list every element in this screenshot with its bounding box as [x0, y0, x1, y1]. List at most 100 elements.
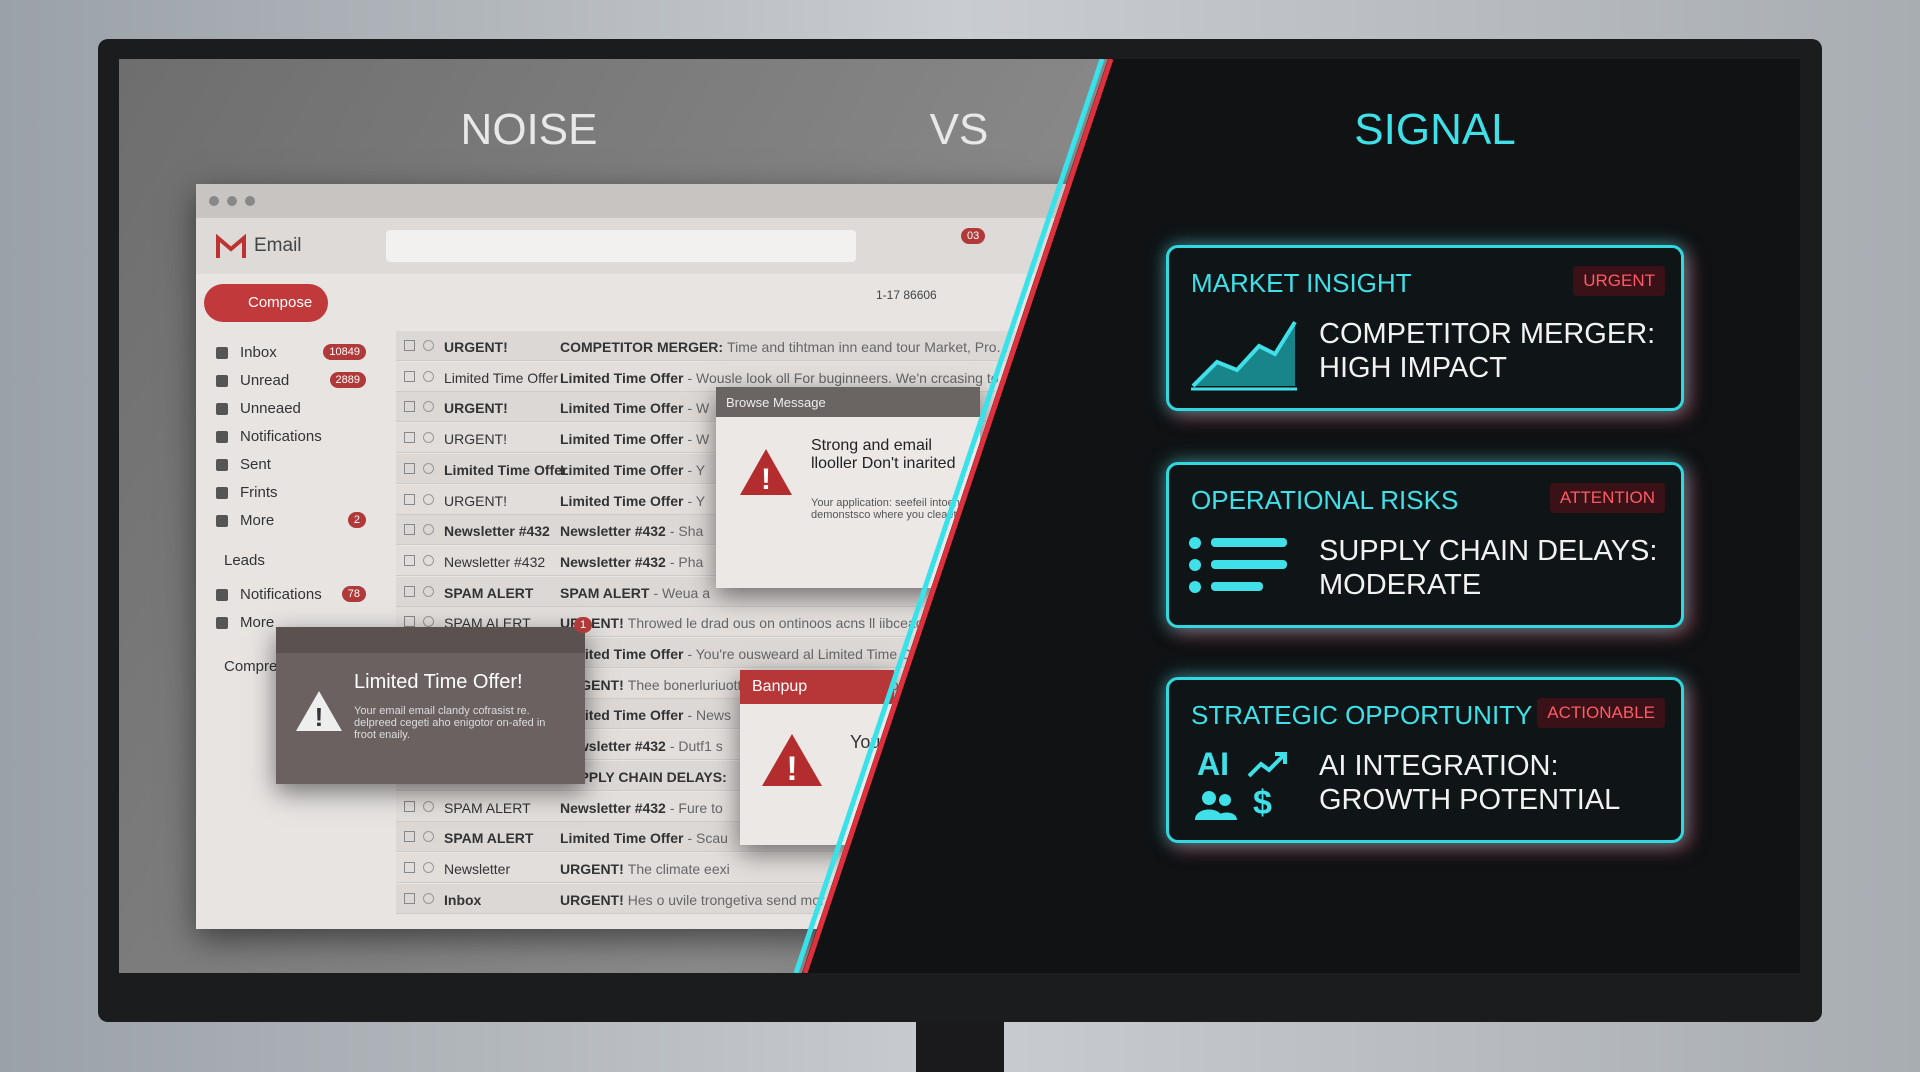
- noise-heading: NOISE: [460, 105, 598, 154]
- window-dots: [209, 196, 255, 206]
- warning-icon: !: [740, 449, 792, 496]
- sidebar-icon: [216, 617, 228, 629]
- star: [423, 554, 434, 566]
- email-subject: Limited Time Offer - News: [560, 707, 731, 723]
- chart-icon: [1191, 320, 1297, 391]
- leads-heading: Leads: [224, 552, 265, 569]
- subject: Limited Time Offer: [560, 707, 684, 724]
- monitor-stand: [916, 1022, 1004, 1072]
- sidebar-icon: [216, 347, 228, 359]
- checkbox: [404, 432, 415, 444]
- card-title: STRATEGIC OPPORTUNITY: [1191, 700, 1533, 730]
- email-row[interactable]: URGENT! COMPETITOR MERGER: Time and tihtma…: [396, 331, 1108, 361]
- divider: [793, 59, 1114, 973]
- email-subject: Limited Time Offer - Scau: [560, 830, 728, 846]
- sidebar-label: Unread: [240, 372, 290, 389]
- snippet: The climate eexi: [627, 860, 730, 877]
- snippet: - Weua a: [653, 584, 710, 601]
- sidebar-item[interactable]: Inbox 10849: [196, 339, 386, 367]
- sidebar-item[interactable]: Frints: [196, 479, 386, 507]
- popup-body: Your email email clandy cofrasist re. de…: [354, 705, 546, 741]
- email-sender: Newsletter: [444, 860, 511, 877]
- email-subject: Limited Time Offer - Y: [560, 493, 705, 509]
- subject: Newsletter #432: [560, 523, 666, 540]
- snippet: Time and tihtman inn eand tour Market, P…: [727, 339, 1009, 355]
- checkbox: [404, 493, 415, 505]
- offer-popup: 1 ! Limited Time Offer! Your email email…: [276, 617, 593, 784]
- trend-icon: [1247, 752, 1287, 778]
- email-sender: SPAM ALERT: [444, 799, 531, 816]
- subject: COMPETITOR MERGER:: [560, 339, 724, 355]
- checkbox: [404, 524, 415, 536]
- star: [423, 462, 434, 474]
- screen: NOISE VS Email 03 Compose 1-17 86606 Lea…: [119, 59, 1800, 973]
- email-sender: Limited Time Offer: [444, 461, 568, 478]
- checkbox: [404, 401, 415, 413]
- checkbox: [404, 370, 415, 382]
- signal-heading: SIGNAL: [1354, 105, 1516, 154]
- compose-button[interactable]: Compose: [204, 284, 328, 322]
- subject: Limited Time Offer: [560, 646, 684, 662]
- sidebar-label: More: [240, 512, 275, 529]
- popup-bar: [276, 627, 585, 653]
- subject: Limited Time Offer: [560, 431, 684, 448]
- star: [423, 340, 434, 351]
- popup-title: Browse Message: [716, 387, 980, 417]
- snippet: - Wousle look oll For buginneers. We'n c…: [687, 369, 1011, 386]
- vs-heading: VS: [929, 105, 989, 154]
- star: [423, 401, 434, 413]
- snippet: - Sha: [669, 523, 704, 540]
- people-icon: [1195, 791, 1237, 820]
- sidebar-item[interactable]: Unread 2889: [196, 367, 386, 395]
- logo: [216, 234, 246, 258]
- list-icon: [1189, 537, 1287, 593]
- email-sender: Limited Time Offer: [444, 369, 559, 386]
- sidebar-count: 10849: [323, 344, 366, 360]
- email-sender: URGENT!: [444, 431, 507, 448]
- checkbox: [404, 462, 415, 474]
- snippet: - W: [687, 400, 710, 417]
- pagination: 1-17 86606: [876, 288, 937, 302]
- sidebar-item[interactable]: More: [196, 609, 386, 637]
- sidebar-item[interactable]: More 2: [196, 507, 386, 535]
- snippet: - News: [687, 707, 731, 724]
- sidebar-item[interactable]: Notifications 78: [196, 581, 386, 609]
- warning-icon: !: [762, 734, 822, 788]
- sidebar-icon: [216, 589, 228, 601]
- email-subject: Limited Time Offer - You're ousweard al L…: [560, 646, 932, 662]
- email-subject: Limited Time Offer - W: [560, 400, 709, 416]
- star: [423, 616, 434, 628]
- email-header: Email 03: [196, 218, 1108, 274]
- subject: Limited Time Offer: [560, 830, 684, 847]
- search-box[interactable]: [386, 230, 856, 262]
- email-row[interactable]: Limited Time Offer Limited Time Offer - Wo…: [396, 361, 1108, 392]
- app-name: Email: [254, 235, 302, 256]
- sidebar-icon: [216, 487, 228, 499]
- card-line: GROWTH POTENTIAL: [1319, 784, 1621, 816]
- checkbox: [404, 892, 415, 904]
- email-subject: Newsletter #432- Sha: [560, 523, 703, 539]
- card-line: HIGH IMPACT: [1319, 352, 1507, 384]
- email-subject: Limited Time Offer - Wousle look oll For …: [560, 370, 1010, 386]
- checkbox: [404, 831, 415, 843]
- email-subject: SPAM ALERT - Weua a: [560, 585, 710, 601]
- email-sender: Newsletter #432: [444, 553, 546, 570]
- star: [423, 493, 434, 505]
- sidebar-icon: [216, 431, 228, 443]
- sidebar-label: Notifications: [240, 586, 322, 603]
- star: [423, 370, 434, 382]
- sidebar-item[interactable]: Sent: [196, 451, 386, 479]
- opportunity-card: STRATEGIC OPPORTUNITY ACTIONABLE AI $ AI…: [1166, 677, 1684, 843]
- email-subject: COMPETITOR MERGER: Time and tihtman inn e…: [560, 339, 1008, 355]
- snippet: - Pha: [669, 553, 704, 570]
- snippet: - You're ousweard al Limited Time Offer: [687, 646, 932, 662]
- title-bar: [196, 184, 1108, 218]
- subject: Limited Time Offer: [560, 492, 684, 509]
- star: [423, 800, 434, 812]
- sidebar-item[interactable]: Unneaed: [196, 395, 386, 423]
- sidebar-icon: [216, 375, 228, 387]
- subject: URGENT!: [560, 860, 624, 877]
- sidebar-item[interactable]: Notifications: [196, 423, 386, 451]
- checkbox: [404, 554, 415, 566]
- email-sender: URGENT!: [444, 492, 507, 509]
